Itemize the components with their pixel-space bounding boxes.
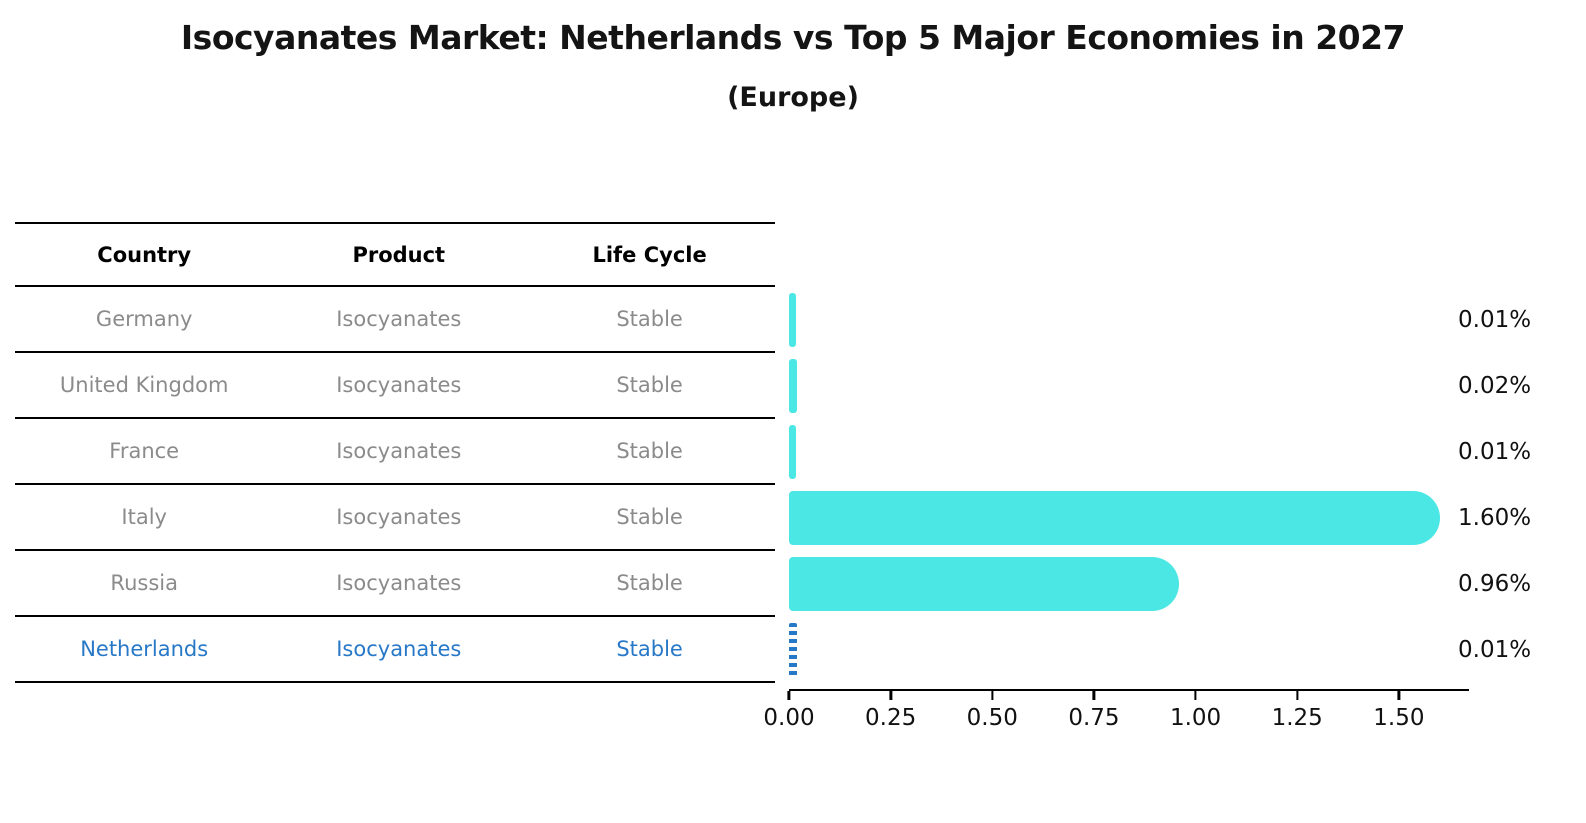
col-header-country: Country bbox=[97, 242, 192, 267]
cell-product: Isocyanates bbox=[336, 373, 462, 397]
table-row: Russia Isocyanates Stable bbox=[15, 551, 775, 617]
bar-row-germany bbox=[789, 287, 1468, 353]
tick-mark bbox=[991, 691, 994, 700]
bar-france bbox=[789, 425, 796, 479]
cell-country: United Kingdom bbox=[59, 373, 229, 397]
table-row-highlighted: Netherlands Isocyanates Stable bbox=[15, 617, 775, 683]
value-label-russia: 0.96% bbox=[1458, 571, 1532, 597]
x-tick: 0.75 bbox=[1068, 691, 1120, 731]
value-label-germany: 0.01% bbox=[1458, 307, 1532, 333]
cell-life-cycle: Stable bbox=[616, 571, 683, 595]
tick-mark bbox=[1295, 691, 1299, 700]
x-tick: 0.25 bbox=[865, 691, 916, 731]
cell-country: Russia bbox=[110, 571, 178, 595]
value-label-netherlands: 0.01% bbox=[1458, 637, 1532, 663]
x-tick: 1.25 bbox=[1272, 691, 1323, 731]
tick-label: 0.50 bbox=[966, 705, 1018, 731]
cell-life-cycle: Stable bbox=[616, 373, 683, 397]
bar-united-kingdom bbox=[789, 359, 798, 413]
table-header-row: Country Product Life Cycle bbox=[15, 222, 775, 287]
bar-row-netherlands bbox=[789, 617, 1468, 683]
cell-life-cycle: Stable bbox=[616, 439, 683, 463]
country-table: Country Product Life Cycle Germany Isocy… bbox=[15, 222, 775, 683]
chart-title: Isocyanates Market: Netherlands vs Top 5… bbox=[180, 18, 1406, 57]
cell-country: Italy bbox=[121, 505, 167, 529]
bar-chart-plot-area bbox=[789, 287, 1468, 683]
bar-row-france bbox=[789, 419, 1468, 485]
bar-row-russia bbox=[789, 551, 1468, 617]
bar-value-labels: 0.01% 0.02% 0.01% 1.60% 0.96% 0.01% bbox=[1458, 287, 1583, 683]
table-row: Italy Isocyanates Stable bbox=[15, 485, 775, 551]
tick-mark bbox=[1397, 691, 1401, 700]
x-axis: 0.00 0.25 0.50 0.75 1.00 1.25 1.50 bbox=[763, 689, 1469, 751]
value-label-united-kingdom: 0.02% bbox=[1458, 373, 1532, 399]
cell-life-cycle: Stable bbox=[616, 505, 683, 529]
tick-mark bbox=[1092, 691, 1096, 700]
tick-label: 0.75 bbox=[1068, 705, 1120, 731]
x-tick: 1.00 bbox=[1170, 691, 1221, 731]
tick-mark bbox=[889, 691, 892, 700]
chart-subtitle: (Europe) bbox=[727, 82, 859, 113]
tick-label: 1.00 bbox=[1169, 705, 1222, 731]
tick-label: 1.25 bbox=[1271, 705, 1323, 731]
cell-life-cycle: Stable bbox=[616, 307, 683, 331]
tick-label: 0.00 bbox=[763, 705, 815, 731]
bar-germany bbox=[789, 293, 796, 347]
x-tick: 0.50 bbox=[967, 691, 1018, 731]
x-tick: 0.00 bbox=[763, 691, 815, 731]
value-label-france: 0.01% bbox=[1458, 439, 1532, 465]
bar-italy bbox=[789, 491, 1440, 545]
tick-label: 1.50 bbox=[1373, 705, 1425, 731]
col-header-product: Product bbox=[352, 242, 446, 267]
cell-life-cycle: Stable bbox=[616, 637, 683, 661]
tick-label: 0.25 bbox=[865, 705, 917, 731]
cell-product: Isocyanates bbox=[336, 637, 462, 661]
table-row: Germany Isocyanates Stable bbox=[15, 287, 775, 353]
col-header-life-cycle: Life Cycle bbox=[592, 242, 707, 267]
bar-row-united-kingdom bbox=[789, 353, 1468, 419]
bar-russia bbox=[789, 557, 1180, 611]
cell-product: Isocyanates bbox=[336, 571, 462, 595]
cell-country: Netherlands bbox=[80, 637, 209, 661]
cell-product: Isocyanates bbox=[336, 307, 462, 331]
bar-netherlands bbox=[789, 623, 797, 677]
table-row: United Kingdom Isocyanates Stable bbox=[15, 353, 775, 419]
tick-mark bbox=[1194, 691, 1197, 700]
value-label-italy: 1.60% bbox=[1458, 505, 1532, 531]
cell-country: France bbox=[109, 439, 180, 463]
x-tick: 1.50 bbox=[1373, 691, 1424, 731]
bar-row-italy bbox=[789, 485, 1468, 551]
cell-product: Isocyanates bbox=[336, 505, 462, 529]
table-row: France Isocyanates Stable bbox=[15, 419, 775, 485]
tick-mark bbox=[787, 691, 791, 700]
cell-product: Isocyanates bbox=[336, 439, 462, 463]
cell-country: Germany bbox=[95, 307, 193, 331]
